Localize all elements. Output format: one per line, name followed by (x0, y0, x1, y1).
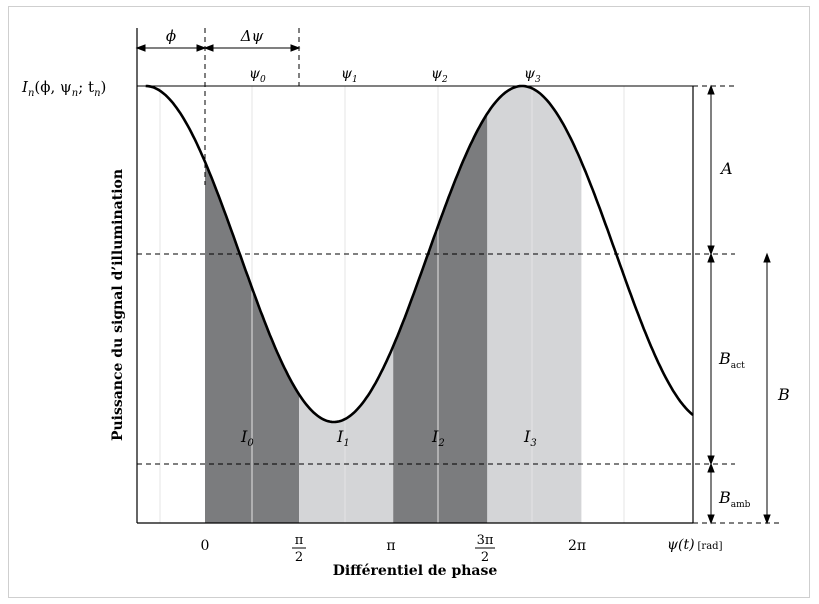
x-tick-3pi-half: 3π 2 (475, 533, 495, 565)
phase-offset-arrow (135, 44, 207, 52)
x-axis-label: Différentiel de phase (333, 563, 498, 579)
ambient-offset-label: Bamb (718, 488, 751, 510)
sample-point-psi1: ψ1 (341, 66, 358, 85)
x-tick-pi-half-num: π (295, 533, 304, 548)
integration-regions (205, 86, 582, 524)
intensity-label: In(ϕ, ψn; tn) (21, 78, 106, 99)
phase-offset-label: ϕ (166, 27, 176, 45)
illumination-curve (145, 84, 694, 424)
integration-region-1 (299, 346, 394, 523)
x-tick-3pi-half-num: 3π (477, 533, 494, 548)
region-labels: I0 I1 I2 I3 (240, 427, 537, 449)
y-axis-label: Puissance du signal d’illumination (110, 169, 126, 441)
integration-region-2 (393, 113, 488, 523)
offset-label: B (777, 385, 790, 404)
x-tick-0: 0 (201, 538, 210, 554)
offset-arrow (763, 252, 771, 525)
x-tick-pi-half-den: 2 (295, 550, 303, 565)
region-label-i2: I2 (431, 427, 445, 449)
region-label-i1: I1 (336, 427, 350, 449)
amplitude-arrow (707, 84, 715, 256)
sample-point-psi2: ψ2 (431, 66, 448, 85)
amplitude-label: A (719, 159, 733, 178)
x-tick-pi-half: π 2 (292, 533, 306, 565)
sample-point-labels: ψ0 ψ1 ψ2 ψ3 (249, 66, 541, 85)
phase-step-label: Δψ (240, 27, 264, 45)
sample-point-psi0: ψ0 (249, 66, 266, 85)
active-offset-arrow (707, 252, 715, 466)
ambient-offset-arrow (707, 462, 715, 525)
sample-point-psi3: ψ3 (524, 66, 541, 85)
phase-step-arrow (203, 44, 301, 52)
region-label-i0: I0 (240, 427, 254, 449)
figure-frame (8, 6, 810, 598)
integration-region-3 (487, 86, 582, 523)
x-tick-pi: π (386, 538, 395, 554)
x-tick-2pi: 2π (568, 538, 586, 554)
active-offset-label: Bact (718, 349, 745, 371)
x-axis-variable-label: ψ(t) [rad] (667, 537, 723, 553)
x-tick-3pi-half-den: 2 (481, 550, 489, 565)
x-tick-labels: 0 π 2 π 3π 2 2π (201, 533, 587, 565)
grid-lines (159, 86, 625, 523)
region-label-i3: I3 (523, 427, 537, 449)
